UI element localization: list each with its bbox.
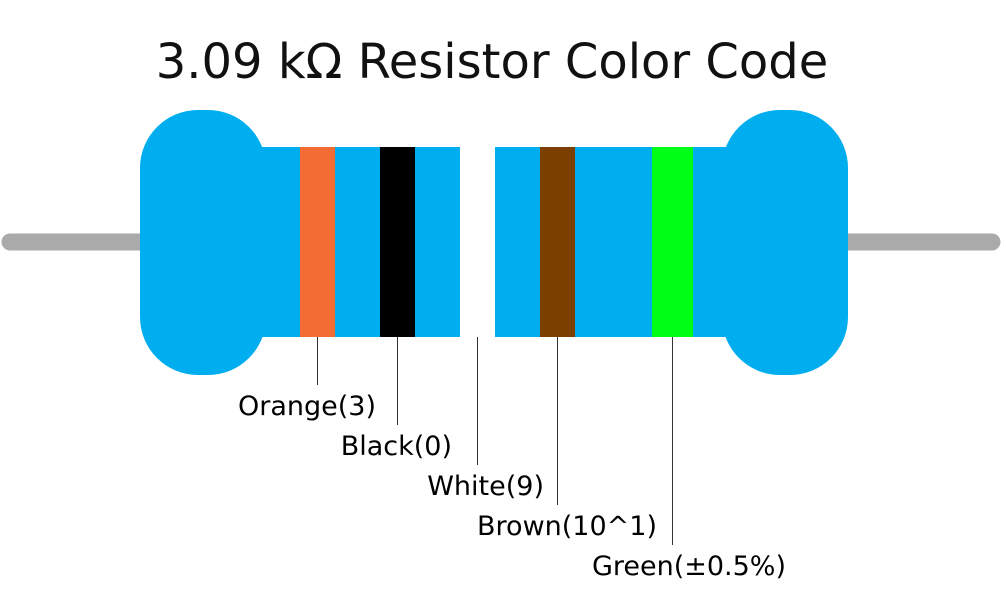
color-band	[300, 147, 335, 337]
bands: Orange(3) Black(0) White(9) Brown(10^1) Gree…	[238, 147, 786, 582]
band-label: Green(±0.5%)	[592, 551, 786, 582]
band-label: Brown(10^1)	[477, 511, 657, 542]
color-band	[380, 147, 415, 337]
band-label: Black(0)	[341, 431, 452, 462]
right-cap	[722, 110, 848, 375]
color-band	[460, 147, 495, 337]
color-band	[652, 147, 693, 337]
title: 3.09 kΩ Resistor Color Code	[156, 34, 829, 90]
color-band	[540, 147, 575, 337]
band-label: White(9)	[427, 471, 544, 502]
left-cap	[140, 110, 266, 375]
band-label: Orange(3)	[238, 391, 376, 422]
